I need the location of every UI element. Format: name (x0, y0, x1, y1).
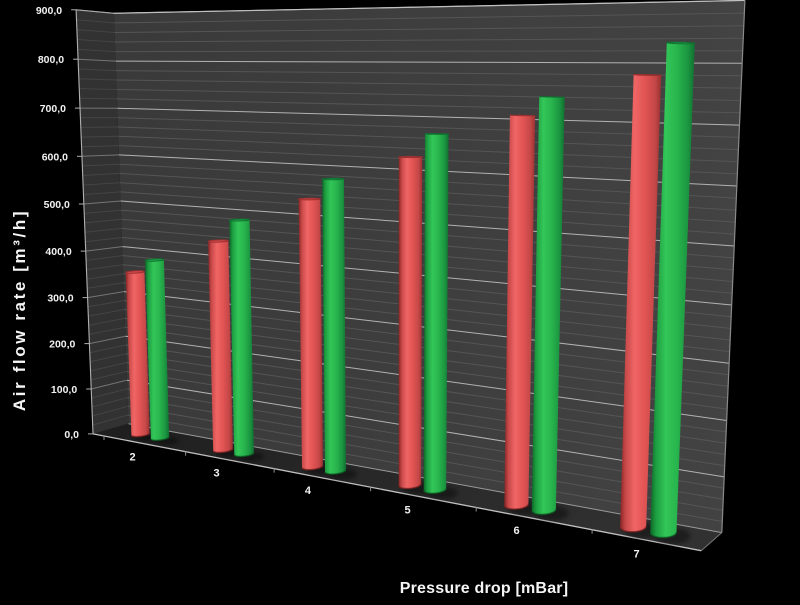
svg-text:300,0: 300,0 (47, 293, 73, 305)
svg-text:100,0: 100,0 (51, 384, 77, 396)
svg-text:5: 5 (404, 504, 410, 516)
svg-text:6: 6 (514, 525, 520, 537)
svg-text:2: 2 (130, 452, 136, 464)
svg-text:Air flow rate [m³/h]: Air flow rate [m³/h] (10, 209, 29, 411)
svg-text:Pressure drop [mBar]: Pressure drop [mBar] (400, 580, 569, 597)
svg-text:500,0: 500,0 (44, 199, 70, 211)
svg-text:3: 3 (214, 468, 220, 480)
svg-text:0,0: 0,0 (64, 429, 79, 441)
svg-text:4: 4 (305, 485, 312, 497)
svg-text:200,0: 200,0 (49, 339, 75, 351)
svg-text:800,0: 800,0 (38, 54, 64, 66)
svg-text:600,0: 600,0 (42, 151, 68, 163)
svg-text:7: 7 (634, 548, 640, 560)
svg-text:400,0: 400,0 (45, 246, 71, 258)
svg-text:700,0: 700,0 (40, 103, 66, 115)
svg-text:900,0: 900,0 (36, 5, 62, 17)
